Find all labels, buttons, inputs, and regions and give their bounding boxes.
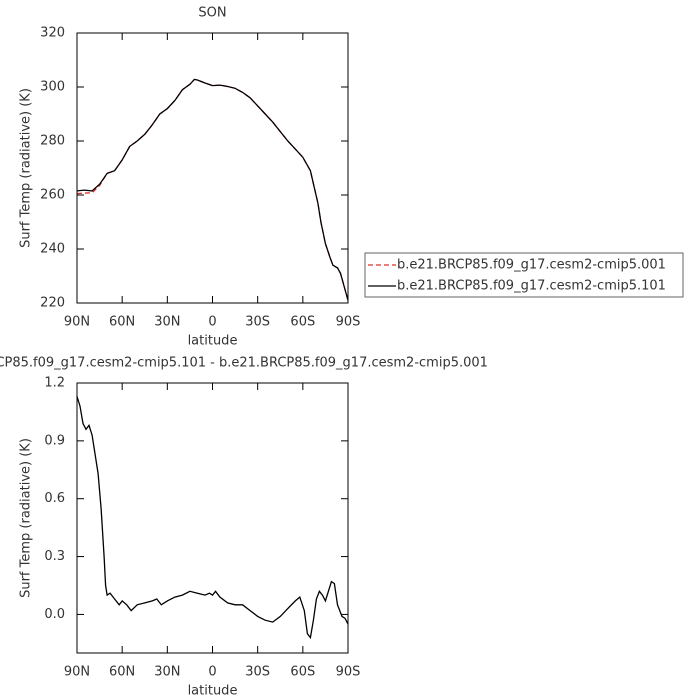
x-tick-label: 60S xyxy=(290,315,315,330)
x-tick-label: 60N xyxy=(109,315,135,330)
legend-box xyxy=(364,252,684,298)
y-tick-label: 320 xyxy=(40,26,65,41)
x-tick-label: 90S xyxy=(336,315,361,330)
chart-title: SON xyxy=(198,6,226,21)
y-tick-label: 220 xyxy=(40,296,65,311)
y-tick-label: 0.6 xyxy=(44,491,65,506)
x-tick-label: 30S xyxy=(245,665,270,680)
x-tick-label: 30N xyxy=(154,315,180,330)
y-tick-label: 240 xyxy=(40,242,65,257)
x-tick-label: 90S xyxy=(336,665,361,680)
plot-frame xyxy=(76,382,349,654)
x-tick-label: 90N xyxy=(64,315,90,330)
x-tick-label: 30S xyxy=(245,315,270,330)
x-tick-label: 60N xyxy=(109,665,135,680)
plot-frame xyxy=(76,32,349,304)
y-tick-label: 300 xyxy=(40,80,65,95)
x-axis-label: latitude xyxy=(188,334,238,349)
y-tick-label: 280 xyxy=(40,134,65,149)
data-line xyxy=(76,396,349,640)
x-tick-label: 30N xyxy=(154,665,180,680)
x-tick-label: 90N xyxy=(64,665,90,680)
y-tick-label: 1.2 xyxy=(44,376,65,391)
data-line xyxy=(76,78,349,301)
y-tick-label: 0.3 xyxy=(44,549,65,564)
x-tick-label: 0 xyxy=(208,315,216,330)
x-tick-label: 60S xyxy=(290,665,315,680)
x-tick-label: 0 xyxy=(208,665,216,680)
y-tick-label: 0.9 xyxy=(44,433,65,448)
y-tick-label: 0.0 xyxy=(44,607,65,622)
x-axis-label: latitude xyxy=(188,684,238,699)
legend-label: b.e21.BRCP85.f09_g17.cesm2-cmip5.001 xyxy=(397,258,666,273)
legend-label: b.e21.BRCP85.f09_g17.cesm2-cmip5.101 xyxy=(397,279,666,294)
chart-title: b.e21.BRCP85.f09_g17.cesm2-cmip5.101 - b… xyxy=(0,356,488,371)
y-axis-label: Surf Temp (radiative) (K) xyxy=(19,438,34,598)
data-line xyxy=(76,78,349,301)
y-axis-label: Surf Temp (radiative) (K) xyxy=(19,88,34,248)
y-tick-label: 260 xyxy=(40,188,65,203)
